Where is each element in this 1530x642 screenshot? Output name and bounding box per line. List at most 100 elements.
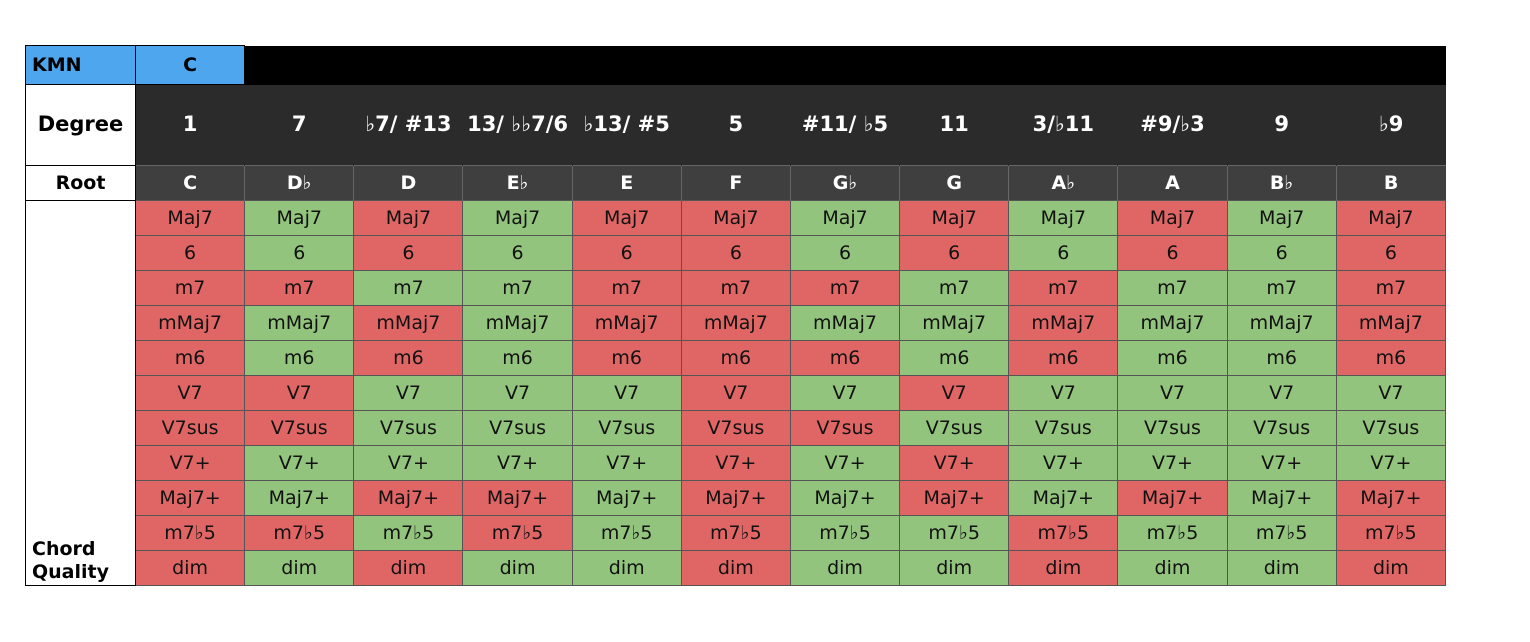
quality-cell-green: mMaj7 [899, 305, 1010, 341]
quality-cell-green: V7+ [789, 445, 901, 481]
quality-cell-green: Maj7+ [244, 480, 355, 516]
quality-row: mMaj7 mMaj7 mMaj7 mMaj7 mMaj7 mMaj7 mMaj7 mMaj7… [26, 305, 1447, 341]
quality-cell-green: V7sus [571, 410, 682, 446]
kmn-key-value[interactable]: C [134, 45, 246, 85]
root-cell: G♭ [789, 165, 900, 201]
quality-cell-red: Maj7 [899, 200, 1010, 236]
degree-label: Degree [25, 84, 136, 166]
root-cell: G [899, 165, 1009, 201]
quality-cell-red: 6 [899, 235, 1010, 271]
quality-cell-green: V7+ [1117, 445, 1228, 481]
quality-cell-green: Maj7+ [571, 480, 682, 516]
quality-cell-red: m6 [571, 340, 682, 376]
quality-cell-red: dim [134, 550, 246, 586]
quality-cell-red: Maj7+ [899, 480, 1010, 516]
quality-cell-red: mMaj7 [1008, 305, 1119, 341]
quality-cell-green: m7 [462, 270, 573, 306]
quality-cell-red: V7+ [680, 445, 791, 481]
quality-cell-green: Maj7 [1008, 200, 1119, 236]
quality-cell-red: 6 [1117, 235, 1228, 271]
quality-cell-red: 6 [1335, 235, 1447, 271]
quality-cell-red: V7sus [244, 410, 355, 446]
quality-row: m6 m6 m6 m6 m6 m6 m6 m6 m6 m6 m6 m6 [26, 340, 1447, 376]
quality-cell-red: V7+ [134, 445, 246, 481]
quality-cell-red: mMaj7 [134, 305, 246, 341]
quality-cell-red: m7 [789, 270, 901, 306]
quality-cell-red: Maj7+ [353, 480, 464, 516]
quality-cell-green: Maj7 [244, 200, 355, 236]
quality-row: m7 m7 m7 m7 m7 m7 m7 m7 m7 m7 m7 m7 [26, 270, 1447, 306]
degree-cell: 11 [899, 84, 1009, 166]
quality-cell-red: m7♭5 [462, 515, 573, 551]
degree-cell: #11/ ♭5 [789, 84, 900, 166]
quality-cell-red: V7sus [134, 410, 246, 446]
quality-cell-green: dim [1226, 550, 1337, 586]
quality-cell-green: dim [1117, 550, 1228, 586]
quality-row: Maj7+ Maj7+ Maj7+ Maj7+ Maj7+ Maj7+ Maj7+ Maj7+… [26, 480, 1447, 516]
quality-cell-green: Maj7+ [1008, 480, 1119, 516]
quality-row: Chord Quality Maj7 Maj7 Maj7 Maj7 Maj7 Maj7 Maj… [25, 200, 1447, 586]
quality-cell-green: V7 [571, 375, 682, 411]
quality-cell-green: dim [899, 550, 1010, 586]
quality-cell-red: 6 [571, 235, 682, 271]
quality-cell-green: V7+ [353, 445, 464, 481]
quality-cell-red: m6 [1335, 340, 1447, 376]
quality-cell-red: m7♭5 [680, 515, 791, 551]
root-cell: B♭ [1226, 165, 1337, 201]
quality-cell-green: V7sus [353, 410, 464, 446]
quality-cell-red: m7 [571, 270, 682, 306]
quality-cell-red: m7 [1008, 270, 1119, 306]
quality-row: dim dim dim dim dim dim dim dim dim dim dim dim [26, 550, 1447, 586]
kmn-row: KMN C [25, 45, 1446, 85]
quality-cell-green: m7♭5 [899, 515, 1010, 551]
quality-cell-green: V7 [1335, 375, 1447, 411]
quality-cell-green: V7sus [462, 410, 573, 446]
degree-cell: #9/♭3 [1117, 84, 1228, 166]
quality-cell-red: m7 [134, 270, 246, 306]
quality-cell-green: Maj7 [462, 200, 573, 236]
quality-cell-red: Maj7 [1335, 200, 1447, 236]
quality-cell-red: dim [1008, 550, 1119, 586]
root-cell: E♭ [462, 165, 573, 201]
quality-cell-red: Maj7 [1117, 200, 1228, 236]
quality-cell-green: V7+ [571, 445, 682, 481]
quality-cell-green: mMaj7 [1226, 305, 1337, 341]
quality-cell-green: m7♭5 [1117, 515, 1228, 551]
quality-cell-red: Maj7+ [680, 480, 791, 516]
quality-cell-red: m7 [1335, 270, 1447, 306]
quality-cell-green: V7+ [1008, 445, 1119, 481]
degree-cell: 13/ ♭♭7/6 [462, 84, 573, 166]
degree-cell: 7 [244, 84, 354, 166]
quality-cell-green: m6 [899, 340, 1010, 376]
quality-cell-red: Maj7 [571, 200, 682, 236]
quality-cell-green: V7 [1226, 375, 1337, 411]
quality-cell-green: m7 [1117, 270, 1228, 306]
root-cell: E [571, 165, 682, 201]
root-cell: F [680, 165, 791, 201]
quality-cell-red: m7♭5 [244, 515, 355, 551]
quality-cell-green: Maj7+ [789, 480, 901, 516]
quality-cell-green: dim [462, 550, 573, 586]
quality-cell-green: V7+ [1335, 445, 1447, 481]
quality-cell-green: V7 [789, 375, 901, 411]
quality-cell-green: Maj7 [789, 200, 901, 236]
quality-cell-green: V7 [1008, 375, 1119, 411]
quality-cell-red: m6 [789, 340, 901, 376]
quality-cell-red: Maj7 [680, 200, 791, 236]
quality-cell-red: Maj7 [134, 200, 246, 236]
quality-cell-red: V7 [244, 375, 355, 411]
degree-cell: 1 [134, 84, 245, 166]
root-cell: A [1117, 165, 1228, 201]
quality-cell-red: mMaj7 [680, 305, 791, 341]
quality-cell-green: V7sus [1008, 410, 1119, 446]
quality-cell-green: m7♭5 [1226, 515, 1337, 551]
quality-cell-red: m7♭5 [1335, 515, 1447, 551]
quality-row: V7sus V7sus V7sus V7sus V7sus V7sus V7sus V7sus… [26, 410, 1447, 446]
degree-row: Degree 1 7 ♭7/ #13 13/ ♭♭7/6 ♭13/ #5 5 #11/ ♭5 1… [25, 84, 1446, 166]
quality-cell-red: m6 [353, 340, 464, 376]
quality-cell-red: V7sus [789, 410, 901, 446]
root-cell: A♭ [1008, 165, 1118, 201]
quality-cell-green: dim [244, 550, 355, 586]
degree-cell: 3/♭11 [1008, 84, 1118, 166]
quality-cell-green: mMaj7 [244, 305, 355, 341]
